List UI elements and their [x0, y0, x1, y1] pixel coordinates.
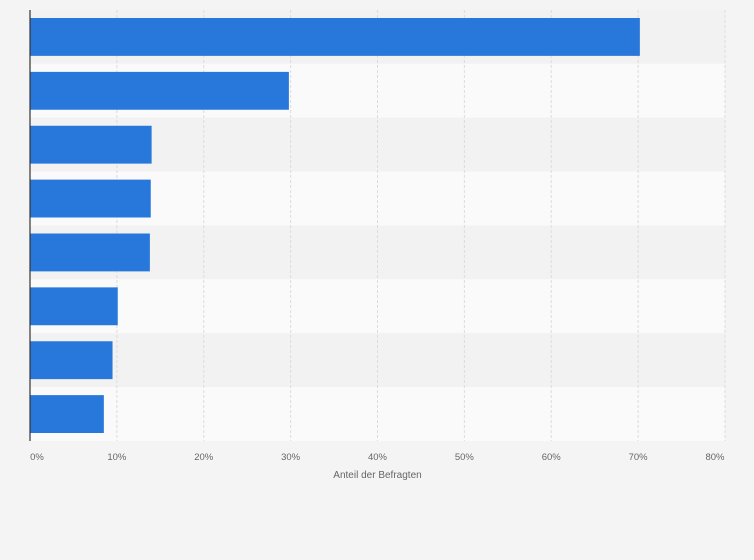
- bar-6[interactable]: [30, 287, 118, 326]
- x-tick-label: 0%: [30, 452, 44, 463]
- bar-2[interactable]: [30, 71, 289, 110]
- bars: [30, 18, 640, 433]
- bar-1[interactable]: [30, 18, 640, 56]
- x-tick-label: 70%: [629, 452, 649, 463]
- x-axis-title: Anteil der Befragten: [333, 470, 421, 481]
- x-tick-labels: 0% 10% 20% 30% 40% 50% 60% 70% 80%: [30, 452, 725, 463]
- bar-3[interactable]: [30, 125, 152, 164]
- bar-5[interactable]: [30, 233, 150, 272]
- x-tick-label: 20%: [194, 452, 214, 463]
- x-tick-label: 60%: [542, 452, 562, 463]
- x-tick-label: 80%: [705, 452, 725, 463]
- x-tick-label: 40%: [368, 452, 388, 463]
- x-tick-label: 10%: [107, 452, 127, 463]
- x-tick-label: 50%: [455, 452, 475, 463]
- bar-4[interactable]: [30, 179, 151, 218]
- bar-7[interactable]: [30, 341, 113, 380]
- x-tick-label: 30%: [281, 452, 301, 463]
- bar-8[interactable]: [30, 395, 104, 433]
